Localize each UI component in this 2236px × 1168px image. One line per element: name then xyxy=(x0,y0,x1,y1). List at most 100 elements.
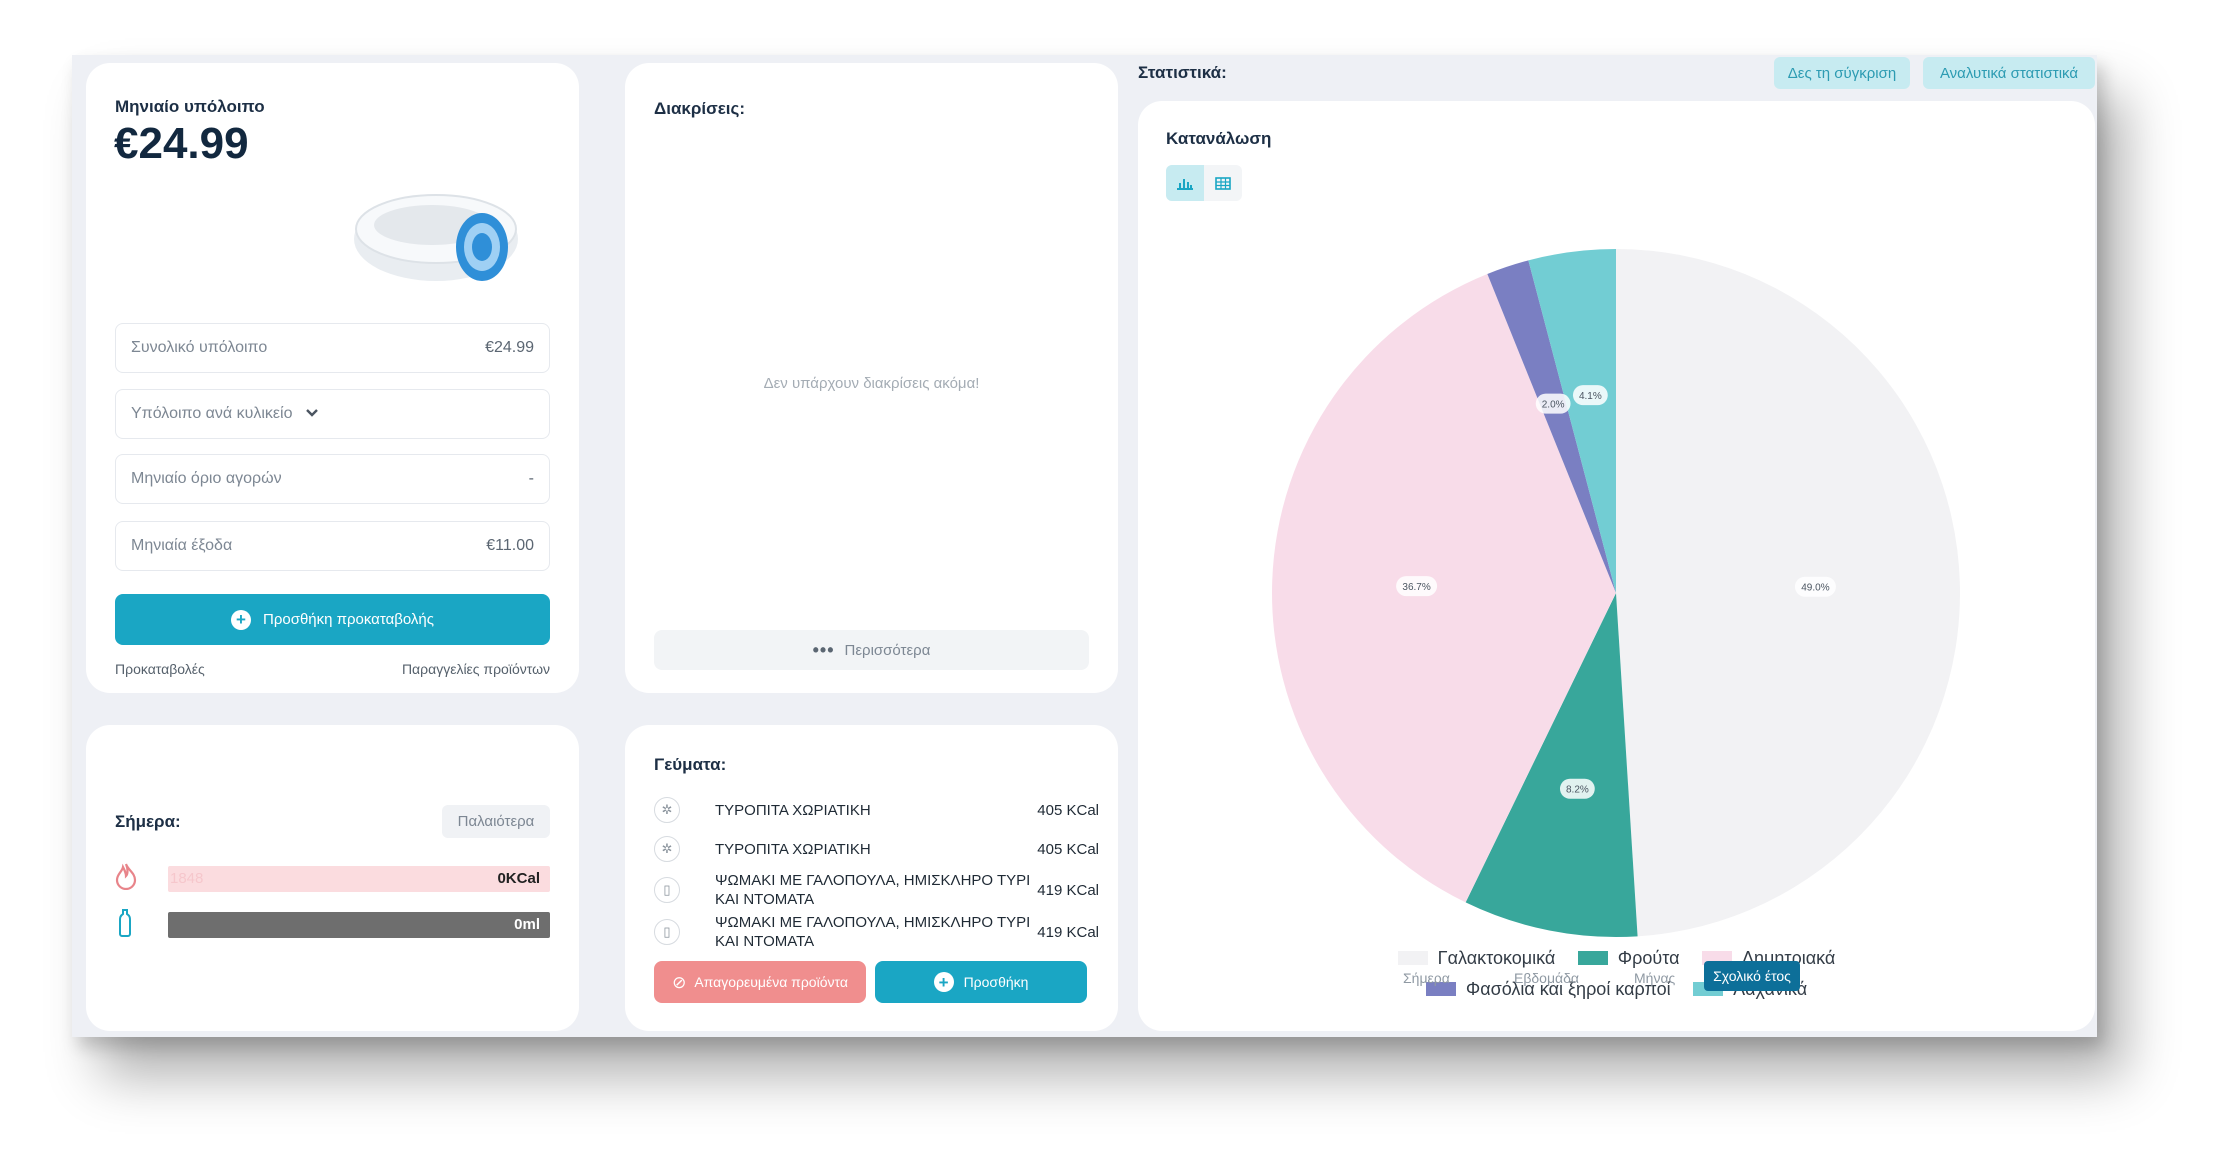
slice-data-label: 36.7% xyxy=(1402,582,1430,593)
pie-slice[interactable] xyxy=(1616,249,1960,937)
monthly-expenses-label: Μηνιαία έξοδα xyxy=(131,537,233,554)
add-meal-label: Προσθήκη xyxy=(963,974,1029,990)
slice-label-bg xyxy=(1559,778,1595,799)
pie-slice[interactable] xyxy=(1487,260,1616,593)
product-orders-link[interactable]: Παραγγελίες προϊόντων xyxy=(401,661,550,677)
total-balance-label: Συνολικό υπόλοιπο xyxy=(131,339,268,356)
table-icon[interactable] xyxy=(1204,165,1242,201)
legend-label: Γαλακτοκομικά xyxy=(1437,948,1556,968)
meal-name: ΤΥΡΟΠΙΤΑ ΧΩΡΙΑΤΙΚΗ xyxy=(715,801,871,819)
calories-value: 0KCal xyxy=(497,870,540,887)
slice-data-label: 8.2% xyxy=(1566,785,1589,796)
slice-data-label: 2.0% xyxy=(1542,400,1565,411)
awards-card: Διακρίσεις: Δεν υπάρχουν διακρίσεις ακόμ… xyxy=(625,63,1118,693)
meal-name: ΨΩΜΑΚΙ ΜΕ ΓΑΛΟΠΟΥΛΑ, ΗΜΙΣΚΛΗΡΟ ΤΥΡΙ ΚΑΙ … xyxy=(715,914,1031,950)
monthly-expenses-value: €11.00 xyxy=(486,537,534,554)
consumption-pie-chart: 49.0% 8.2% 36.7% 2.0% 4.1% xyxy=(1272,249,1960,937)
calories-bar: 1848 0KCal xyxy=(168,866,550,892)
water-value: 0ml xyxy=(514,916,540,933)
sandwich-icon: ▯ xyxy=(654,919,680,945)
prepayments-link[interactable]: Προκαταβολές xyxy=(115,661,205,677)
total-balance-field: Συνολικό υπόλοιπο €24.99 xyxy=(115,323,550,373)
dashboard-screenshot: Μηνιαίο υπόλοιπο €24.99 Συνολικό υπόλοιπ… xyxy=(72,55,2097,1037)
plus-circle-icon: + xyxy=(230,609,251,630)
add-prepayment-label: Προσθήκη προκαταβολής xyxy=(262,611,434,628)
awards-empty-text: Δεν υπάρχουν διακρίσεις ακόμα! xyxy=(763,375,980,392)
legend-swatch xyxy=(1397,951,1428,965)
forbidden-label: Απαγορευμένα προϊόντα xyxy=(694,974,848,990)
detailed-stats-button[interactable]: Αναλυτικά στατιστικά xyxy=(1923,57,2095,89)
meal-item: ✲ ΤΥΡΟΠΙΤΑ ΧΩΡΙΑΤΙΚΗ 405 KCal xyxy=(654,797,1099,823)
more-label: Περισσότερα xyxy=(844,641,931,659)
consumption-title: Κατανάλωση xyxy=(1166,129,1272,148)
pie-slice[interactable] xyxy=(1465,593,1638,937)
add-meal-button[interactable]: + Προσθήκη xyxy=(875,961,1087,1003)
meal-kcal: 419 KCal xyxy=(1037,923,1099,941)
add-prepayment-button[interactable]: + Προσθήκη προκαταβολής xyxy=(115,594,550,645)
bar-chart-icon[interactable] xyxy=(1166,165,1204,201)
legend-label: Φρούτα xyxy=(1617,948,1680,968)
meal-kcal: 405 KCal xyxy=(1037,840,1099,858)
water-bottle-icon xyxy=(117,908,133,943)
awards-title: Διακρίσεις: xyxy=(654,99,746,118)
pie-slice[interactable] xyxy=(1272,273,1616,903)
period-school-year[interactable]: Σχολικό έτος xyxy=(1704,961,1800,991)
more-dots-icon: ••• xyxy=(812,639,835,660)
balance-per-canteen-label: Υπόλοιπο ανά κυλικείο xyxy=(131,405,293,422)
calories-goal: 1848 xyxy=(170,870,204,887)
forbidden-icon: ⊘ xyxy=(672,972,687,992)
food-icon: ✲ xyxy=(654,797,680,823)
compare-button[interactable]: Δες τη σύγκριση xyxy=(1774,57,1910,89)
sandwich-icon: ▯ xyxy=(654,877,680,903)
period-today[interactable]: Σήμερα xyxy=(1403,970,1450,986)
period-week[interactable]: Εβδομάδα xyxy=(1514,970,1580,986)
today-card: Σήμερα: Παλαιότερα 1848 0KCal 0ml xyxy=(86,725,579,1031)
today-title: Σήμερα: xyxy=(115,812,181,831)
meals-title: Γεύματα: xyxy=(654,755,727,774)
more-button[interactable]: ••• Περισσότερα xyxy=(654,630,1089,670)
water-bar: 0ml xyxy=(168,912,550,938)
slice-data-label: 49.0% xyxy=(1801,583,1829,594)
view-toggle xyxy=(1166,165,1242,201)
balance-per-canteen-dropdown[interactable]: Υπόλοιπο ανά κυλικείο xyxy=(115,389,550,439)
monthly-limit-field: Μηνιαίο όριο αγορών - xyxy=(115,454,550,504)
chart-legend: Γαλακτοκομικά Φρούτα Δημητριακά Φασόλια … xyxy=(1258,944,1975,1006)
chevron-down-icon xyxy=(305,405,319,423)
legend-label: Φασόλια και ξηροί καρποί xyxy=(1465,979,1671,999)
slice-data-label: 4.1% xyxy=(1579,391,1602,402)
food-icon: ✲ xyxy=(654,836,680,862)
balance-title: Μηνιαίο υπόλοιπο xyxy=(115,97,265,116)
slice-label-bg xyxy=(1572,385,1608,406)
period-month[interactable]: Μήνας xyxy=(1634,970,1676,986)
meal-item: ▯ ΨΩΜΑΚΙ ΜΕ ΓΑΛΟΠΟΥΛΑ, ΗΜΙΣΚΛΗΡΟ ΤΥΡΙ ΚΑ… xyxy=(654,913,1099,951)
older-button[interactable]: Παλαιότερα xyxy=(442,805,550,838)
monthly-limit-label: Μηνιαίο όριο αγορών xyxy=(131,470,282,487)
legend-item[interactable]: Φασόλια και ξηροί καρποί xyxy=(1425,975,1671,1003)
meal-kcal: 405 KCal xyxy=(1037,801,1099,819)
total-balance-value: €24.99 xyxy=(485,339,534,356)
balance-card: Μηνιαίο υπόλοιπο €24.99 Συνολικό υπόλοιπ… xyxy=(86,63,579,693)
legend-item[interactable]: Γαλακτοκομικά xyxy=(1397,944,1556,972)
meal-name: ΤΥΡΟΠΙΤΑ ΧΩΡΙΑΤΙΚΗ xyxy=(715,840,871,858)
flame-icon xyxy=(114,862,138,895)
legend-swatch xyxy=(1425,982,1456,996)
stats-title: Στατιστικά: xyxy=(1138,63,1227,82)
slice-label-bg xyxy=(1794,576,1836,597)
legend-swatch xyxy=(1577,951,1608,965)
pie-slice[interactable] xyxy=(1528,249,1616,593)
monthly-limit-value: - xyxy=(528,470,534,487)
monthly-expenses-field: Μηνιαία έξοδα €11.00 xyxy=(115,521,550,571)
meals-card: Γεύματα: ✲ ΤΥΡΟΠΙΤΑ ΧΩΡΙΑΤΙΚΗ 405 KCal ✲… xyxy=(625,725,1118,1031)
balance-amount: €24.99 xyxy=(114,119,249,168)
meal-kcal: 419 KCal xyxy=(1037,881,1099,899)
meal-name: ΨΩΜΑΚΙ ΜΕ ΓΑΛΟΠΟΥΛΑ, ΗΜΙΣΚΛΗΡΟ ΤΥΡΙ ΚΑΙ … xyxy=(715,872,1031,908)
legend-item[interactable]: Φρούτα xyxy=(1577,944,1680,972)
wristband-image xyxy=(344,181,526,291)
meal-item: ✲ ΤΥΡΟΠΙΤΑ ΧΩΡΙΑΤΙΚΗ 405 KCal xyxy=(654,836,1099,862)
meal-item: ▯ ΨΩΜΑΚΙ ΜΕ ΓΑΛΟΠΟΥΛΑ, ΗΜΙΣΚΛΗΡΟ ΤΥΡΙ ΚΑ… xyxy=(654,871,1099,909)
slice-label-bg xyxy=(1396,576,1438,597)
consumption-card: Κατανάλωση 49.0% 8.2% 36.7% 2.0% 4.1% Γαλακτ… xyxy=(1138,101,2095,1031)
slice-label-bg xyxy=(1535,393,1571,414)
forbidden-products-button[interactable]: ⊘ Απαγορευμένα προϊόντα xyxy=(654,961,866,1003)
plus-circle-icon: + xyxy=(933,972,954,992)
